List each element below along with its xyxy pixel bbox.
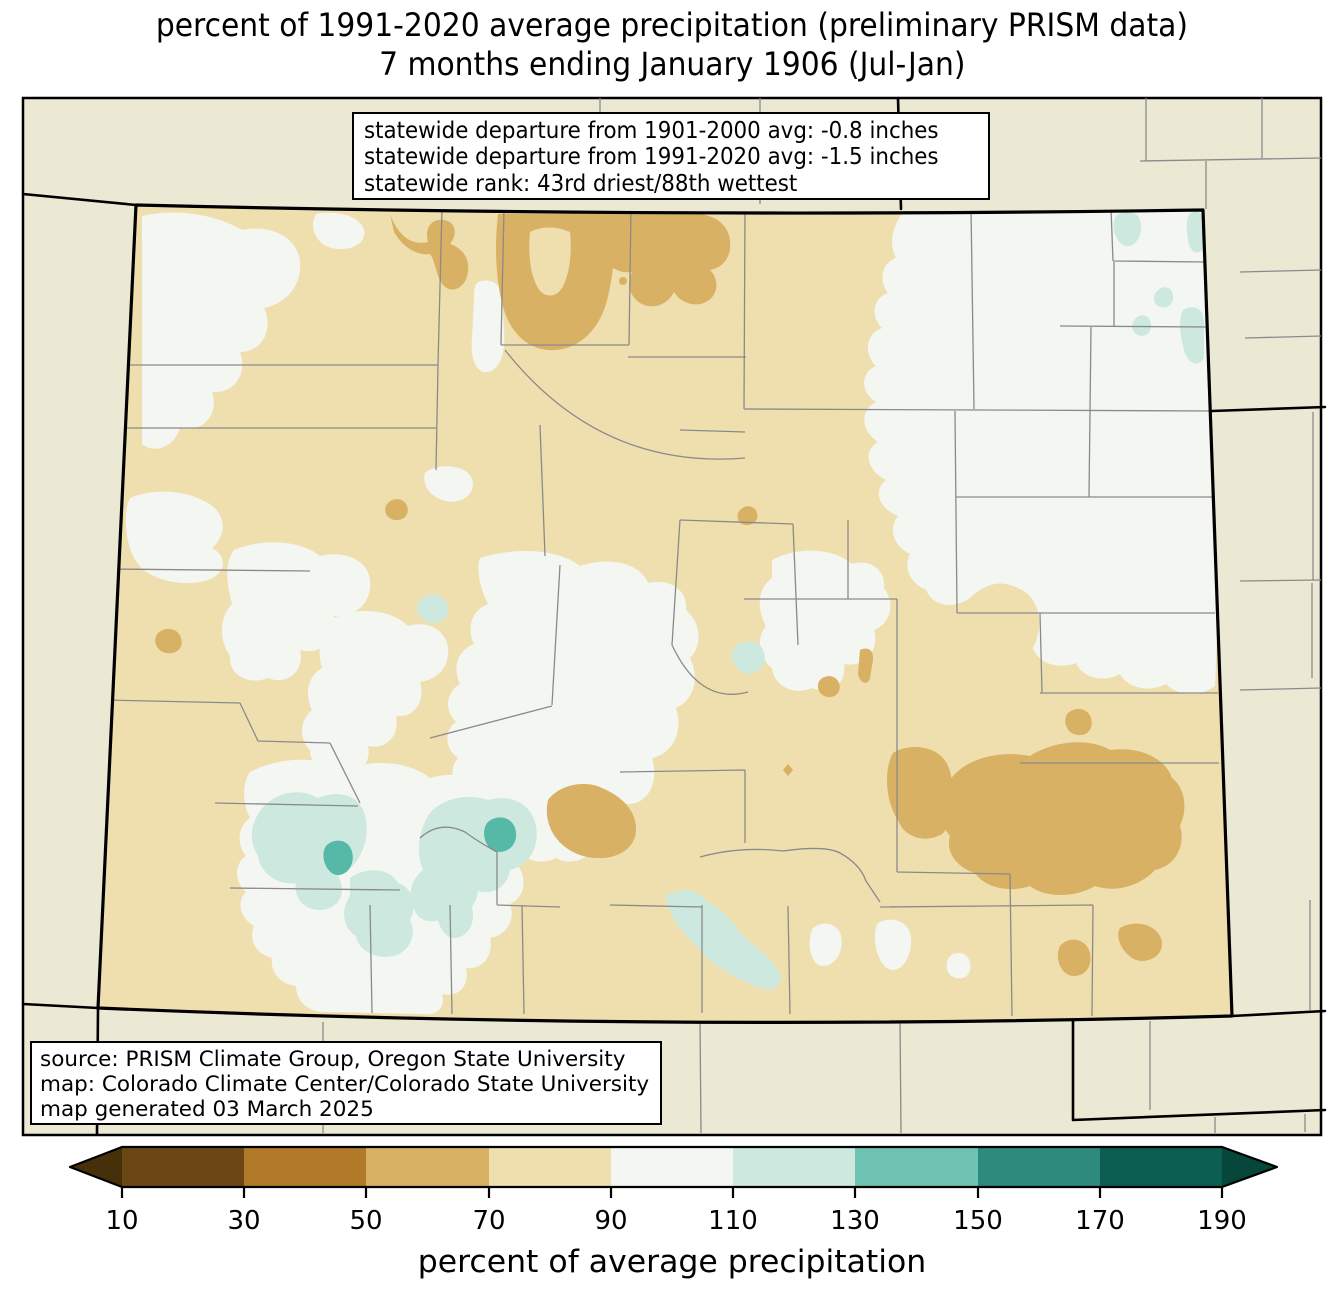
svg-text:150: 150: [953, 1206, 1003, 1236]
colorbar-seg-3: [489, 1147, 612, 1187]
statewide-stats-box: statewide departure from 1901-2000 avg: …: [352, 112, 990, 200]
svg-text:170: 170: [1075, 1206, 1125, 1236]
colorbar-seg-0: [122, 1147, 245, 1187]
colorbar-right-arrow: [1222, 1147, 1277, 1187]
svg-text:110: 110: [708, 1206, 758, 1236]
svg-text:130: 130: [830, 1206, 880, 1236]
colorbar-seg-1: [244, 1147, 367, 1187]
patches-130-150: [323, 817, 517, 876]
stats-line-3: statewide rank: 43rd driest/88th wettest: [364, 170, 798, 197]
colorbar: 10 30 50 70 90 110 130 150 170 190 perce…: [68, 1145, 1279, 1280]
county-lines: [103, 207, 1219, 1017]
source-line-1: source: PRISM Climate Group, Oregon Stat…: [40, 1047, 626, 1072]
colorbar-ticks: [120, 1187, 1224, 1198]
source-credit-box: source: PRISM Climate Group, Oregon Stat…: [30, 1041, 662, 1125]
colorado-state-border: [96, 203, 1234, 1024]
stats-line-2: statewide departure from 1991-2020 avg: …: [364, 144, 939, 171]
precip-shading: [103, 207, 1219, 1017]
colorbar-tick-labels: 10 30 50 70 90 110 130 150 170 190: [105, 1206, 1246, 1236]
svg-text:90: 90: [594, 1206, 627, 1236]
title-line-2: 7 months ending January 1906 (Jul-Jan): [378, 45, 966, 83]
colorbar-seg-4: [611, 1147, 734, 1187]
source-line-3: map generated 03 March 2025: [40, 1097, 374, 1122]
colorbar-left-arrow: [70, 1147, 122, 1187]
source-line-2: map: Colorado Climate Center/Colorado St…: [40, 1072, 650, 1097]
title-line-1: percent of 1991-2020 average precipitati…: [155, 6, 1189, 44]
stats-line-1: statewide departure from 1901-2000 avg: …: [364, 118, 939, 144]
colorbar-seg-8: [1100, 1147, 1222, 1187]
colorbar-seg-2: [366, 1147, 490, 1187]
colorbar-seg-6: [855, 1147, 979, 1187]
colorbar-seg-7: [978, 1147, 1101, 1187]
colorbar-axis-label: percent of average precipitation: [418, 1244, 926, 1280]
patches-50-70: [155, 214, 1185, 976]
svg-text:190: 190: [1197, 1206, 1247, 1236]
chart-title: percent of 1991-2020 average precipitati…: [0, 6, 1344, 84]
svg-text:70: 70: [472, 1206, 505, 1236]
svg-text:50: 50: [349, 1206, 382, 1236]
svg-text:10: 10: [105, 1206, 138, 1236]
colorbar-seg-5: [733, 1147, 856, 1187]
svg-text:30: 30: [227, 1206, 260, 1236]
